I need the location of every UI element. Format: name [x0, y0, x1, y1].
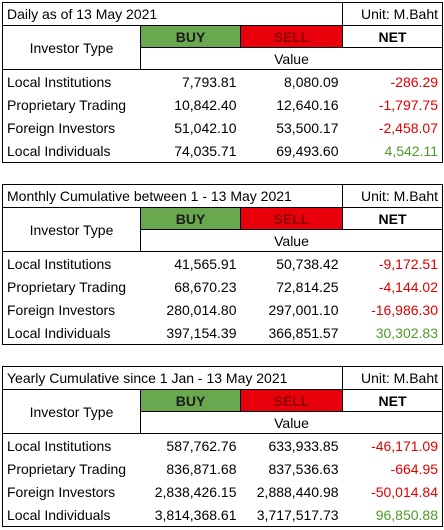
- investor-label: Local Individuals: [7, 506, 111, 523]
- header-row: Investor Type BUY SELL NET: [2, 25, 444, 70]
- sell-header: SELL: [239, 25, 344, 48]
- title-row: Yearly Cumulative since 1 Jan - 13 May 2…: [2, 366, 443, 390]
- net-value: -664.95: [390, 460, 439, 477]
- buy-header: BUY: [140, 389, 241, 412]
- buy-value: 587,762.76: [166, 437, 237, 454]
- data-row: Local Institutions 41,565.91 50,738.42 -9,1…: [3, 252, 443, 276]
- buy-value: 41,565.91: [174, 255, 237, 272]
- investor-label: Foreign Investors: [7, 119, 116, 136]
- buy-value: 3,814,368.61: [154, 506, 237, 523]
- data-row: Foreign Investors 280,014.80 297,001.10 -16…: [3, 298, 443, 321]
- investor-label: Local Institutions: [7, 255, 112, 272]
- buy-value: 280,014.80: [166, 301, 237, 318]
- sell-header: SELL: [239, 207, 344, 230]
- summary-table: Monthly Cumulative between 1 - 13 May 20…: [2, 184, 444, 345]
- sell-value: 633,933.85: [268, 437, 339, 454]
- value-header: Value: [139, 229, 444, 252]
- net-value: -2,458.07: [378, 119, 439, 136]
- table-title: Monthly Cumulative between 1 - 13 May 20…: [2, 184, 343, 208]
- buy-value: 836,871.68: [166, 460, 237, 477]
- buy-header: BUY: [140, 207, 241, 230]
- summary-table: Yearly Cumulative since 1 Jan - 13 May 2…: [2, 366, 444, 527]
- value-row: Value: [3, 411, 444, 434]
- sell-value: 72,814.25: [276, 278, 339, 295]
- sell-value: 366,851.57: [268, 324, 339, 341]
- buy-value: 397,154.39: [166, 324, 237, 341]
- sell-value: 8,080.09: [284, 73, 339, 90]
- data-row: Foreign Investors 51,042.10 53,500.17 -2,45…: [3, 116, 443, 139]
- summary-table: Daily as of 13 May 2021 Unit: M.Baht Inves…: [2, 2, 444, 163]
- data-row: Local Individuals 397,154.39 366,851.57 30,…: [3, 321, 443, 345]
- header-row: Investor Type BUY SELL NET: [2, 207, 444, 252]
- sell-value: 2,888,440.98: [256, 483, 339, 500]
- sell-value: 69,493.60: [276, 142, 339, 159]
- unit-label: Unit: M.Baht: [342, 366, 443, 390]
- sell-value: 12,640.16: [276, 96, 339, 113]
- net-value: -50,014.84: [371, 483, 439, 500]
- net-value: 4,542.11: [384, 142, 439, 159]
- net-value: 96,850.88: [375, 506, 439, 523]
- data-row: Local Institutions 587,762.76 633,933.85 -4…: [3, 434, 443, 458]
- investor-label: Foreign Investors: [7, 483, 116, 500]
- investor-type-header: Investor Type: [2, 389, 141, 434]
- investor-label: Local Institutions: [7, 437, 112, 454]
- buy-value: 74,035.71: [174, 142, 237, 159]
- net-header: NET: [342, 207, 444, 230]
- net-value: 30,302.83: [375, 324, 439, 341]
- value-header: Value: [139, 411, 444, 434]
- header-row: Investor Type BUY SELL NET: [2, 389, 444, 434]
- unit-label: Unit: M.Baht: [342, 184, 443, 208]
- title-row: Daily as of 13 May 2021 Unit: M.Baht: [2, 2, 443, 26]
- data-row: Proprietary Trading 68,670.23 72,814.25 -4,…: [3, 275, 443, 298]
- investor-label: Foreign Investors: [7, 301, 116, 318]
- sell-value: 50,738.42: [276, 255, 339, 272]
- buy-value: 7,793.81: [182, 73, 237, 90]
- buy-value: 2,838,426.15: [154, 483, 237, 500]
- buy-header: BUY: [140, 25, 241, 48]
- data-row: Local Institutions 7,793.81 8,080.09 -286.2…: [3, 70, 443, 94]
- net-value: -4,144.02: [378, 278, 439, 295]
- investor-type-header: Investor Type: [2, 207, 141, 252]
- investor-label: Proprietary Trading: [7, 460, 127, 477]
- sell-header: SELL: [239, 389, 344, 412]
- value-row: Value: [3, 47, 444, 70]
- data-row: Proprietary Trading 836,871.68 837,536.63 -…: [3, 457, 443, 480]
- value-row: Value: [3, 229, 444, 252]
- investor-label: Local Individuals: [7, 324, 111, 341]
- investor-type-header: Investor Type: [2, 25, 141, 70]
- net-value: -16,986.30: [371, 301, 439, 318]
- buy-value: 68,670.23: [174, 278, 237, 295]
- sell-value: 53,500.17: [276, 119, 339, 136]
- net-value: -46,171.09: [371, 437, 439, 454]
- net-value: -1,797.75: [378, 96, 439, 113]
- unit-label: Unit: M.Baht: [342, 2, 443, 26]
- data-row: Proprietary Trading 10,842.40 12,640.16 -1,…: [3, 93, 443, 116]
- investor-label: Proprietary Trading: [7, 96, 127, 113]
- data-row: Local Individuals 74,035.71 69,493.60 4,542…: [3, 139, 443, 163]
- table-title: Daily as of 13 May 2021: [2, 2, 343, 26]
- investor-label: Proprietary Trading: [7, 278, 127, 295]
- sell-value: 297,001.10: [268, 301, 339, 318]
- buy-value: 51,042.10: [174, 119, 237, 136]
- sell-value: 3,717,517.73: [256, 506, 339, 523]
- net-header: NET: [342, 389, 444, 412]
- data-row: Foreign Investors 2,838,426.15 2,888,440.9…: [3, 480, 443, 503]
- data-row: Local Individuals 3,814,368.61 3,717,517.7…: [3, 503, 443, 527]
- table-title: Yearly Cumulative since 1 Jan - 13 May 2…: [2, 366, 343, 390]
- net-value: -286.29: [390, 73, 439, 90]
- buy-value: 10,842.40: [174, 96, 237, 113]
- value-header: Value: [139, 47, 444, 70]
- net-header: NET: [342, 25, 444, 48]
- investor-label: Local Institutions: [7, 73, 112, 90]
- net-value: -9,172.51: [378, 255, 439, 272]
- title-row: Monthly Cumulative between 1 - 13 May 20…: [2, 184, 443, 208]
- investor-label: Local Individuals: [7, 142, 111, 159]
- sell-value: 837,536.63: [268, 460, 339, 477]
